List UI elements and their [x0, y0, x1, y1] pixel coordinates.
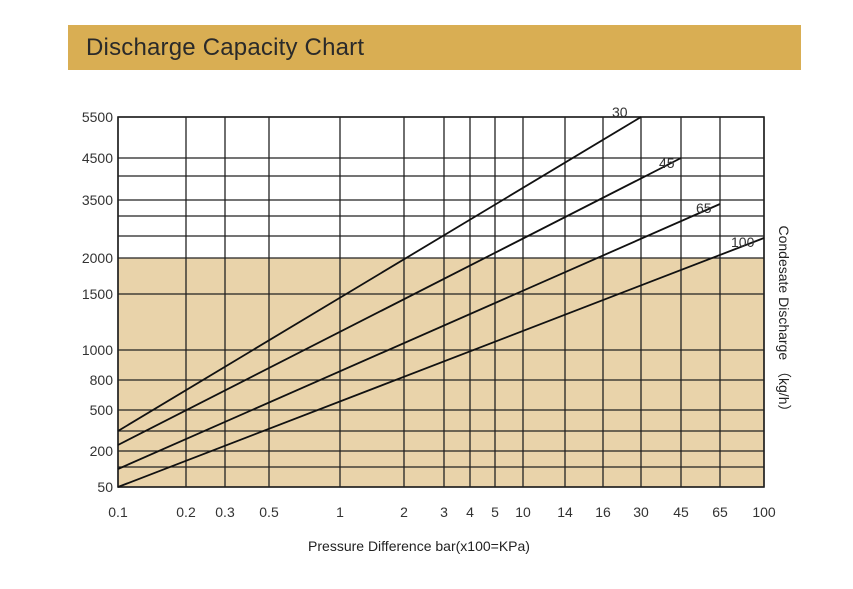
x-tick-label: 0.3 — [215, 504, 235, 520]
series-line-100 — [117, 237, 765, 488]
x-tick-label: 14 — [557, 504, 573, 520]
x-tick-label: 5 — [491, 504, 499, 520]
x-tick-label: 0.2 — [176, 504, 196, 520]
y-tick-label: 200 — [90, 443, 114, 459]
chart-title: Discharge Capacity Chart — [86, 34, 365, 61]
series-line-45 — [117, 157, 682, 446]
x-tick-label: 4 — [466, 504, 474, 520]
x-tick-label: 0.5 — [259, 504, 279, 520]
y-tick-label: 4500 — [82, 150, 113, 166]
y-tick-label: 50 — [97, 479, 113, 495]
x-tick-label: 2 — [400, 504, 408, 520]
y-tick-label: 2000 — [82, 250, 113, 266]
x-tick-label: 0.1 — [108, 504, 128, 520]
x-tick-label: 10 — [515, 504, 531, 520]
series-label-45: 45 — [659, 155, 675, 171]
x-tick-label: 3 — [440, 504, 448, 520]
x-tick-label: 1 — [336, 504, 344, 520]
title-banner: Discharge Capacity Chart — [68, 25, 801, 70]
plot-frame — [117, 116, 765, 488]
shaded-region — [118, 258, 764, 487]
horizontal-gridlines — [118, 116, 764, 488]
x-tick-label: 45 — [673, 504, 689, 520]
y-tick-label: 1000 — [82, 342, 113, 358]
y-tick-label: 1500 — [82, 286, 113, 302]
x-axis-title: Pressure Difference bar(x100=KPa) — [308, 538, 530, 554]
series-label-65: 65 — [696, 200, 712, 216]
x-tick-labels: 0.1 0.2 0.3 0.5 1 2 3 4 5 10 14 16 30 45 65 100 — [108, 504, 776, 520]
series-lines — [117, 116, 765, 488]
series-line-65 — [117, 203, 721, 470]
series-labels: 30 45 65 100 — [612, 104, 755, 250]
y-tick-label: 800 — [90, 372, 114, 388]
y-tick-label: 500 — [90, 402, 114, 418]
x-tick-label: 16 — [595, 504, 611, 520]
y-tick-label: 5500 — [82, 109, 113, 125]
series-label-100: 100 — [731, 234, 755, 250]
x-tick-label: 30 — [633, 504, 649, 520]
series-label-30: 30 — [612, 104, 628, 120]
y-axis-title: Condesate Discharge （kg/h） — [776, 226, 792, 419]
y-tick-label: 3500 — [82, 192, 113, 208]
series-line-30 — [117, 116, 642, 432]
y-tick-labels: 50 200 500 800 1000 1500 2000 3500 4500 5500 — [82, 109, 113, 495]
x-tick-label: 65 — [712, 504, 728, 520]
x-tick-label: 100 — [752, 504, 776, 520]
